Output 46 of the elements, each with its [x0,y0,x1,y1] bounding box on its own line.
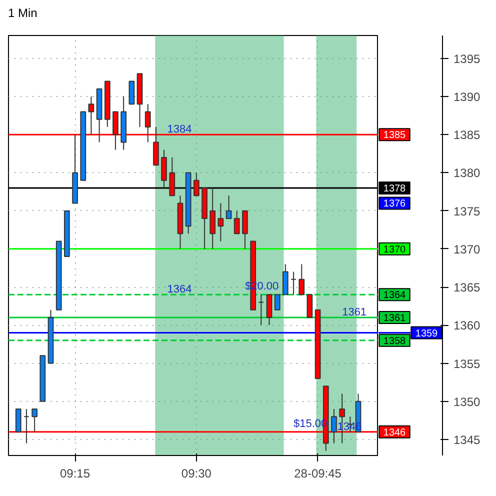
candlestick [226,195,232,220]
y-tick-label: 1385 [454,128,481,142]
ref-line-label: 1364 [383,290,406,302]
candlestick [218,202,224,242]
annotation: 1384 [167,124,192,136]
annotation: 1376 [383,198,406,210]
candlestick [169,157,176,196]
y-tick-label: 1390 [454,90,481,104]
y-tick-label: 1350 [454,395,481,410]
candlestick [274,294,280,311]
candlestick [331,408,337,444]
y-tick-label: 1375 [454,204,481,218]
x-tick-label: 09:15 [60,466,90,481]
y-tick-label: 1370 [454,242,481,257]
ref-line-label: 1385 [383,130,406,142]
annotation: 1364 [167,284,192,296]
y-tick-label: 1355 [454,356,481,371]
candlestick [32,408,38,433]
x-tick-label: 28-09:45 [294,466,342,481]
candlestick [258,294,264,326]
candlestick [15,408,22,433]
candlestick [290,271,296,296]
candlestick [193,172,200,196]
candlestick [24,408,30,444]
ref-line-label: 1361 [383,313,406,324]
candlestick [298,264,305,296]
ref-line-label: 1358 [383,336,406,348]
y-tick-label: 1360 [454,318,481,333]
candlestick [282,264,288,296]
y-tick-label: 1395 [454,52,481,66]
candlestick [210,188,216,250]
x-tick-label: 09:30 [181,466,212,481]
ref-line-label: 1378 [383,184,406,195]
candlestick [306,294,313,318]
ref-line-label: 1359 [415,328,438,340]
candlestick [242,210,248,250]
ref-line-label: 1346 [383,428,406,439]
ref-line-label: 1370 [383,244,406,256]
y-tick-label: 1380 [454,166,481,180]
candlestick [128,80,135,105]
candlestick [266,294,272,326]
y-tick-label: 1345 [454,433,481,448]
candlestick [234,210,240,234]
y-tick-label: 1365 [454,280,481,295]
chart-title: 1 Min [8,5,38,22]
candlestick [161,149,167,189]
